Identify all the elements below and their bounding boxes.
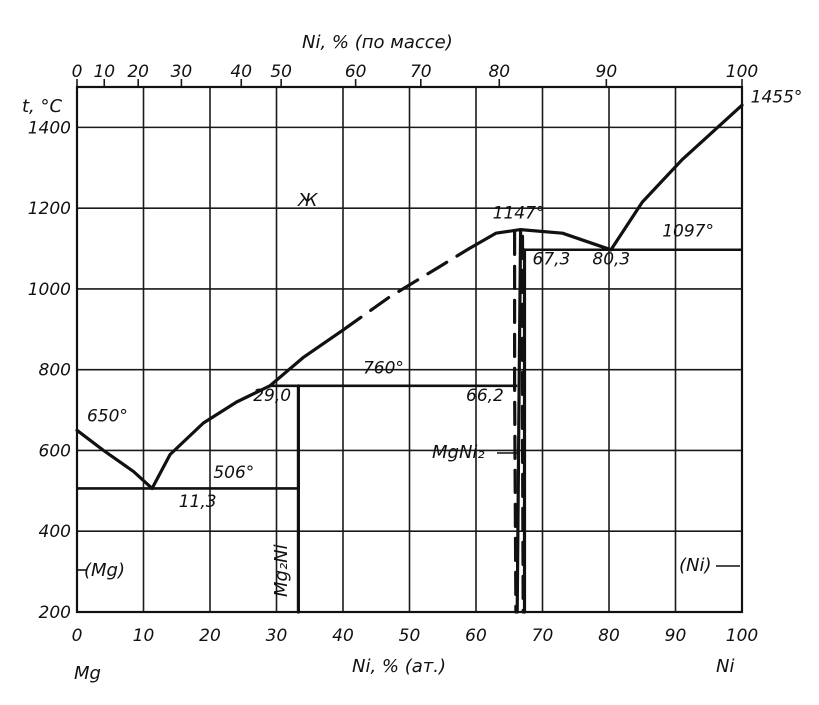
x2-tick-label: 70 — [410, 62, 432, 82]
ni-end-label: Ni — [716, 656, 734, 677]
liquidus-curve — [609, 103, 744, 252]
x2-tick-label: 50 — [270, 62, 292, 82]
phase-boundary-line — [513, 230, 518, 614]
point-annotation: 506° — [213, 463, 254, 483]
point-annotation: 29,0 — [253, 386, 291, 406]
x-tick-label: 40 — [332, 626, 354, 646]
mg2ni-phase-label: Mg₂Ni — [271, 544, 292, 597]
x-ticks-at-percent: 0 10 20 30 40 50 60 70 80 90 100 — [72, 626, 759, 646]
x-ticks-mass-percent: 0 10 20 30 40 50 60 70 80 90 100 — [72, 62, 759, 82]
x2-tick-label: 100 — [726, 62, 758, 82]
point-annotation: 80,3 — [592, 250, 630, 270]
x2-tick-label: 60 — [345, 62, 367, 82]
y-tick-label: 1000 — [28, 280, 71, 300]
annotations: 650° 11,3 506° 29,0 760° 66,2 1147° 67,3 80,3 109… — [87, 87, 802, 512]
phase-boundary-line — [515, 228, 523, 614]
x-tick-label: 90 — [665, 626, 687, 646]
liquidus-curve — [341, 246, 471, 332]
x-tick-label: 0 — [72, 626, 83, 646]
point-annotation: 66,2 — [466, 386, 504, 406]
x-tick-label: 10 — [133, 626, 155, 646]
y-tick-label: 400 — [39, 522, 71, 542]
top-axis-title: Ni, % (по массе) — [302, 32, 453, 53]
mgni2-phase-label: MgNi₂ — [432, 442, 485, 463]
x-tick-label: 60 — [465, 626, 487, 646]
x2-tick-label: 40 — [230, 62, 252, 82]
x2-tick-label: 90 — [596, 62, 618, 82]
x-tick-label: 20 — [199, 626, 221, 646]
x-tick-label: 70 — [532, 626, 554, 646]
x2-tick-label: 80 — [488, 62, 510, 82]
x-tick-label: 100 — [726, 626, 758, 646]
y-tick-label: 1400 — [28, 118, 71, 138]
liquid-phase-label: Ж — [297, 190, 318, 211]
liquidus-curve — [268, 328, 345, 388]
liquidus-curve — [75, 428, 154, 490]
point-annotation: 1097° — [662, 221, 714, 241]
x2-tick-label: 30 — [171, 62, 193, 82]
point-annotation: 1455° — [751, 87, 803, 107]
point-annotation: 1147° — [493, 204, 545, 224]
point-annotation: 650° — [87, 406, 128, 426]
y-tick-label: 200 — [39, 603, 71, 623]
y-ticks: 200 400 600 800 1000 1200 1400 — [28, 118, 71, 623]
ni-phase-label: (Ni) — [679, 555, 712, 576]
phase-boundary-line — [520, 234, 525, 614]
point-annotation: 11,3 — [179, 492, 217, 512]
mg-phase-label: (Mg) — [84, 560, 125, 581]
mg-end-label: Mg — [74, 663, 101, 684]
liquidus-curve — [467, 228, 613, 252]
point-annotation: 67,3 — [533, 250, 571, 270]
x2-tick-label: 20 — [127, 62, 149, 82]
x-tick-label: 30 — [266, 626, 288, 646]
y-tick-label: 1200 — [28, 199, 71, 219]
x2-tick-label: 10 — [93, 62, 115, 82]
liquidus-curve — [150, 384, 272, 490]
diagram-lines — [75, 103, 744, 614]
y-axis-title: t, °C — [22, 96, 63, 117]
x-tick-label: 80 — [598, 626, 620, 646]
x-axis-title: Ni, % (ат.) — [352, 656, 446, 677]
x2-tick-label: 0 — [72, 62, 83, 82]
grid — [76, 79, 743, 613]
plot-frame — [75, 85, 744, 614]
y-tick-label: 800 — [39, 361, 71, 381]
y-tick-label: 600 — [39, 441, 71, 461]
point-annotation: 760° — [363, 359, 404, 379]
x-tick-label: 50 — [399, 626, 421, 646]
